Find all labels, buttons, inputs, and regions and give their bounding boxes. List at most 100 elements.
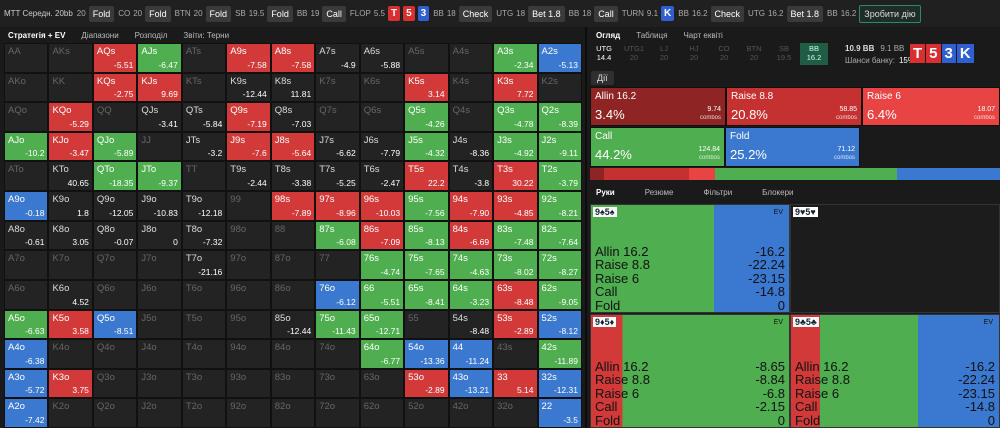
- hand-cell[interactable]: A8s -7.58: [270, 43, 316, 73]
- hand-cell[interactable]: ATs: [181, 43, 227, 73]
- hand-cell[interactable]: K4o: [48, 339, 93, 369]
- hand-cell[interactable]: AJo -10.2: [4, 131, 49, 162]
- action[interactable]: Call: [594, 5, 618, 22]
- hand-cell[interactable]: Q3o: [92, 368, 138, 399]
- hand-cell[interactable]: K4s: [448, 72, 494, 103]
- hand-cell[interactable]: 92o: [226, 398, 271, 428]
- hand-cell[interactable]: T5o: [181, 309, 227, 340]
- hand-cell[interactable]: K3o 3.75: [48, 368, 93, 399]
- hand-cell[interactable]: 43s: [493, 339, 538, 369]
- hand-cell[interactable]: J3s -4.92: [493, 131, 538, 162]
- hand-cell[interactable]: 52s -8.12: [537, 309, 582, 340]
- hand-cell[interactable]: AKs: [48, 43, 93, 73]
- tab[interactable]: Звіти: Терни: [183, 30, 230, 40]
- hand-cell[interactable]: K7o: [48, 250, 93, 280]
- action[interactable]: Check: [458, 5, 493, 22]
- action-box[interactable]: Raise 8.8 20.8% 58.85 combos: [726, 87, 862, 126]
- hand-cell[interactable]: JJ: [137, 131, 182, 162]
- hand-cell[interactable]: Q9o -12.05: [92, 191, 138, 221]
- hand-cell[interactable]: 53s -2.89: [493, 309, 538, 340]
- hand-cell[interactable]: 54o -13.36: [404, 339, 449, 369]
- hand-cell[interactable]: T7o -21.16: [181, 250, 227, 280]
- hand-cell[interactable]: T3s 30.22: [493, 161, 538, 192]
- hand-cell[interactable]: JTs -3.2: [181, 131, 227, 162]
- hand-cell[interactable]: 85o -12.44: [270, 309, 316, 340]
- hand-cell[interactable]: Q9s -7.19: [226, 102, 271, 132]
- hand-cell[interactable]: 73o: [315, 368, 360, 399]
- hand-cell[interactable]: 93o: [226, 368, 271, 399]
- tab[interactable]: Резюме: [644, 188, 674, 197]
- hand-cell[interactable]: 85s -8.13: [404, 220, 449, 251]
- hand-cell[interactable]: A4s: [448, 43, 494, 73]
- hand-cell[interactable]: T8s -3.38: [270, 161, 316, 192]
- action[interactable]: Зробити дію: [859, 4, 921, 23]
- hand-cell[interactable]: 74o: [315, 339, 360, 369]
- hand-cell[interactable]: A9s -7.58: [226, 43, 271, 73]
- hand-cell[interactable]: A9o -0.18: [4, 191, 49, 221]
- hand-cell[interactable]: AJs -6.47: [137, 43, 182, 73]
- hand-cell[interactable]: 22 -3.5: [537, 398, 582, 428]
- hand-cell[interactable]: K9o 1.8: [48, 191, 93, 221]
- hand-cell[interactable]: A8o -0.61: [4, 220, 49, 251]
- action[interactable]: Fold: [88, 5, 115, 22]
- hand-cell[interactable]: 95o: [226, 309, 271, 340]
- hand-cell[interactable]: A5s: [404, 43, 449, 73]
- hand-cell[interactable]: 84o: [270, 339, 316, 369]
- action[interactable]: Bet 1.8: [786, 5, 824, 22]
- hand-cell[interactable]: J9o -10.83: [137, 191, 182, 221]
- hand-cell[interactable]: K2s: [537, 72, 582, 103]
- hand-cell[interactable]: Q8o -0.07: [92, 220, 138, 251]
- hand-cell[interactable]: QTo -18.35: [92, 161, 138, 192]
- hand-cell[interactable]: 99: [226, 191, 271, 221]
- hand-cell[interactable]: A2o -7.42: [4, 398, 49, 428]
- action-box[interactable]: Allin 16.2 3.4% 9.74 combos: [590, 87, 726, 126]
- action[interactable]: Fold: [267, 5, 293, 22]
- hand-cell[interactable]: 94s -7.90: [448, 191, 494, 221]
- hand-cell[interactable]: 98s -7.89: [270, 191, 316, 221]
- hand-cell[interactable]: 64o -6.77: [359, 339, 405, 369]
- hand-cell[interactable]: J2s -9.11: [537, 131, 582, 162]
- tab[interactable]: Огляд: [596, 30, 621, 40]
- hand-cell[interactable]: Q4o: [92, 339, 138, 369]
- hand-cell[interactable]: 32s -12.31: [537, 368, 582, 399]
- hand-cell[interactable]: 75s -7.65: [404, 250, 449, 280]
- action[interactable]: Fold: [145, 5, 171, 22]
- hand-cell[interactable]: A3o -5.72: [4, 368, 49, 399]
- hand-cell[interactable]: K6o 4.52: [48, 279, 93, 310]
- action-box[interactable]: Fold 25.2% 71.12 combos: [725, 127, 860, 167]
- tab[interactable]: Блокери: [762, 188, 794, 197]
- hand-cell[interactable]: 83s -7.48: [493, 220, 538, 251]
- hand-cell[interactable]: KJs 9.69: [137, 72, 182, 103]
- hand-cell[interactable]: K2o: [48, 398, 93, 428]
- hand-cell[interactable]: J7s -6.62: [315, 131, 360, 162]
- hand-cell[interactable]: AQo: [4, 102, 49, 132]
- hand-cell[interactable]: Q2o: [92, 398, 138, 428]
- hand-cell[interactable]: QJo -5.89: [92, 131, 138, 162]
- hand-cell[interactable]: Q3s -4.78: [493, 102, 538, 132]
- hand-cell[interactable]: Q6s: [359, 102, 405, 132]
- hand-cell[interactable]: 84s -6.69: [448, 220, 494, 251]
- hand-cell[interactable]: 63o: [359, 368, 405, 399]
- hand-cell[interactable]: T4o: [181, 339, 227, 369]
- hand-cell[interactable]: 86o: [270, 279, 316, 310]
- hand-cell[interactable]: A7s -4.9: [315, 43, 360, 73]
- hand-cell[interactable]: 88: [270, 220, 316, 251]
- hand-cell[interactable]: 95s -7.56: [404, 191, 449, 221]
- hand-cell[interactable]: J8o 0: [137, 220, 182, 251]
- hand-cell[interactable]: J5s -4.32: [404, 131, 449, 162]
- hand-cell[interactable]: AKo: [4, 72, 49, 103]
- actions-dropdown[interactable]: Дії: [591, 71, 614, 85]
- hand-cell[interactable]: 93s -4.85: [493, 191, 538, 221]
- hand-cell[interactable]: K9s -12.44: [226, 72, 271, 103]
- tab[interactable]: Стратегія + EV: [8, 30, 66, 40]
- hand-cell[interactable]: 33 5.14: [493, 368, 538, 399]
- hand-cell[interactable]: K3s 7.72: [493, 72, 538, 103]
- hand-cell[interactable]: Q5s -4.26: [404, 102, 449, 132]
- hand-cell[interactable]: 96s -10.03: [359, 191, 405, 221]
- hand-cell[interactable]: 87s -6.08: [315, 220, 360, 251]
- hand-cell[interactable]: 72o: [315, 398, 360, 428]
- hand-cell[interactable]: T7s -5.25: [315, 161, 360, 192]
- hand-cell[interactable]: J6s -7.79: [359, 131, 405, 162]
- hand-cell[interactable]: 65o -12.71: [359, 309, 405, 340]
- action-box[interactable]: Call 44.2% 124.84 combos: [590, 127, 725, 167]
